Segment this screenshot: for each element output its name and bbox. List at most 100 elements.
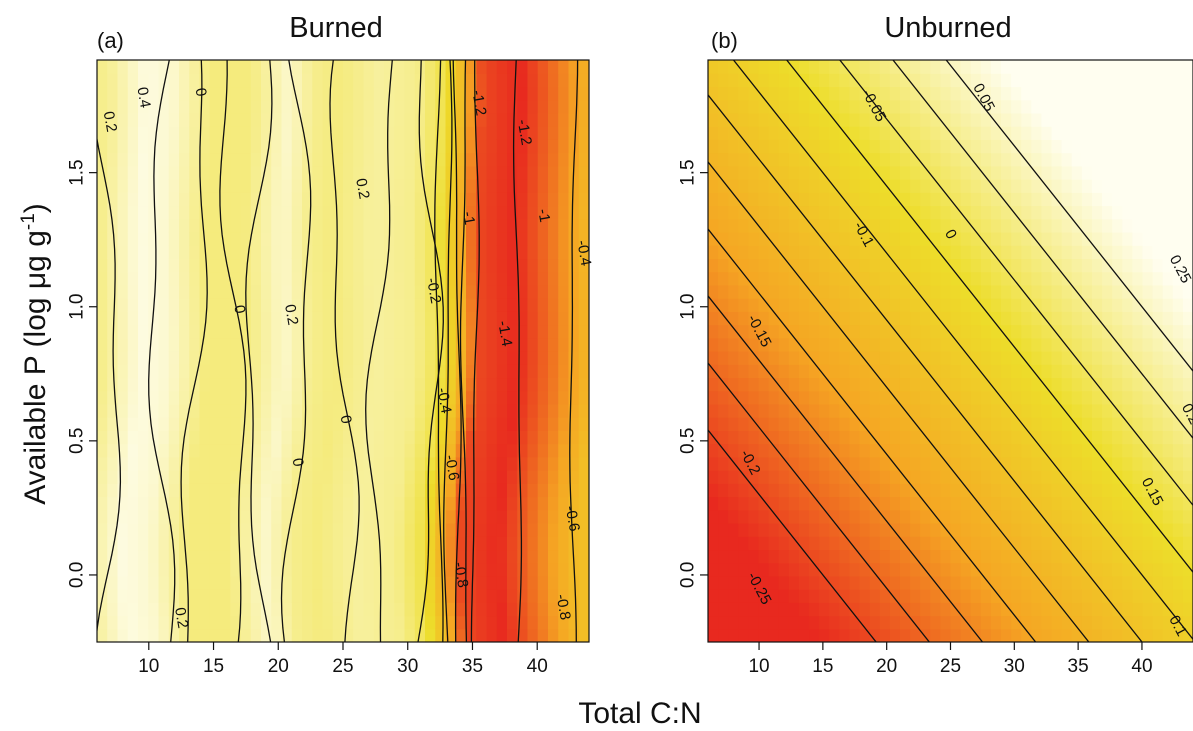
heatmap-cell [1031, 549, 1043, 564]
heatmap-cell [899, 258, 911, 273]
heatmap-cell [798, 192, 810, 207]
heatmap-cell [414, 589, 426, 603]
heatmap-cell [578, 205, 589, 220]
heatmap-cell [445, 139, 457, 154]
heatmap-cell [558, 483, 570, 498]
heatmap-cell [1031, 430, 1043, 445]
heatmap-cell [179, 60, 190, 74]
heatmap-cell [384, 324, 395, 339]
heatmap-cell [970, 73, 982, 88]
heatmap-cell [138, 324, 149, 339]
heatmap-cell [1091, 218, 1103, 233]
heatmap-cell [281, 192, 293, 207]
heatmap-cell [404, 615, 416, 630]
heatmap-cell [404, 575, 416, 590]
heatmap-cell [718, 470, 729, 484]
heatmap-cell [363, 390, 375, 405]
heatmap-cell [859, 615, 871, 630]
heatmap-cell [240, 324, 252, 339]
heatmap-cell [1001, 99, 1012, 114]
contour-line [417, 60, 444, 642]
heatmap-cell [1041, 99, 1053, 114]
heatmap-cell [476, 152, 488, 167]
heatmap-cell [517, 284, 529, 299]
heatmap-cell [97, 509, 108, 524]
heatmap-cell [859, 311, 871, 326]
heatmap-cell [507, 628, 518, 642]
y-axis-title-main: Available P (log μg g [19, 230, 52, 505]
heatmap-cell [809, 417, 820, 431]
heatmap-cell [527, 456, 539, 471]
heatmap-cell [839, 589, 851, 603]
heatmap-cell [250, 271, 262, 286]
heatmap-cell [148, 522, 160, 537]
heatmap-cell [950, 589, 962, 603]
heatmap-cell [788, 192, 800, 207]
heatmap-cell [302, 99, 313, 114]
heatmap-cell [1041, 522, 1053, 537]
heatmap-cell [158, 456, 170, 471]
heatmap-cell [1061, 60, 1073, 74]
heatmap-cell [138, 73, 149, 88]
heatmap-cell [970, 364, 982, 379]
heatmap-cell [899, 284, 911, 299]
heatmap-cell [568, 99, 580, 114]
heatmap-cell [445, 112, 457, 127]
heatmap-cell [527, 73, 539, 88]
heatmap-cell [1001, 575, 1012, 590]
heatmap-cell [353, 152, 365, 167]
heatmap-cell [1172, 496, 1184, 511]
heatmap-cell [343, 271, 354, 286]
heatmap-cell [271, 390, 283, 405]
heatmap-cell [1132, 575, 1144, 590]
heatmap-cell [291, 324, 303, 339]
heatmap-cell [158, 231, 170, 246]
heatmap-cell [148, 112, 160, 127]
heatmap-cell [199, 403, 211, 418]
heatmap-cell [859, 258, 871, 273]
heatmap-cell [189, 470, 201, 484]
contour-label: -1 [459, 210, 478, 226]
heatmap-cell [250, 496, 262, 511]
heatmap-cell [332, 456, 344, 471]
heatmap-cell [930, 364, 941, 379]
heatmap-cell [920, 430, 931, 445]
heatmap-cell [404, 258, 416, 273]
heatmap-cell [527, 271, 539, 286]
heatmap-cell [920, 615, 931, 630]
heatmap-cell [97, 179, 108, 193]
heatmap-cell [168, 602, 180, 617]
heatmap-cell [240, 218, 252, 233]
heatmap-cell [1041, 258, 1053, 273]
heatmap-cell [1122, 126, 1133, 140]
heatmap-cell [281, 483, 293, 498]
heatmap-cell [127, 218, 139, 233]
heatmap-cell [748, 364, 760, 379]
heatmap-cell [261, 298, 272, 312]
heatmap-cell [384, 73, 395, 88]
heatmap-cell [209, 628, 221, 642]
heatmap-cell [839, 86, 851, 101]
heatmap-cell [507, 218, 518, 233]
heatmap-cell [1061, 258, 1073, 273]
heatmap-cell [240, 522, 252, 537]
heatmap-cell [940, 496, 952, 511]
heatmap-cell [127, 298, 139, 312]
heatmap-cell [738, 536, 750, 551]
heatmap-cell [930, 179, 941, 193]
heatmap-cell [1122, 73, 1133, 88]
heatmap-cell [476, 509, 488, 524]
heatmap-cell [363, 337, 375, 352]
heatmap-cell [1091, 602, 1103, 617]
heatmap-cell [859, 417, 871, 431]
heatmap-cell [1031, 205, 1043, 220]
heatmap-cell [568, 483, 580, 498]
heatmap-cell [548, 417, 559, 431]
heatmap-cell [980, 271, 992, 286]
heatmap-cell [1061, 575, 1073, 590]
heatmap-cell [1011, 126, 1022, 140]
heatmap-cell [271, 443, 283, 458]
heatmap-cell [960, 522, 972, 537]
heatmap-cell [548, 205, 559, 220]
